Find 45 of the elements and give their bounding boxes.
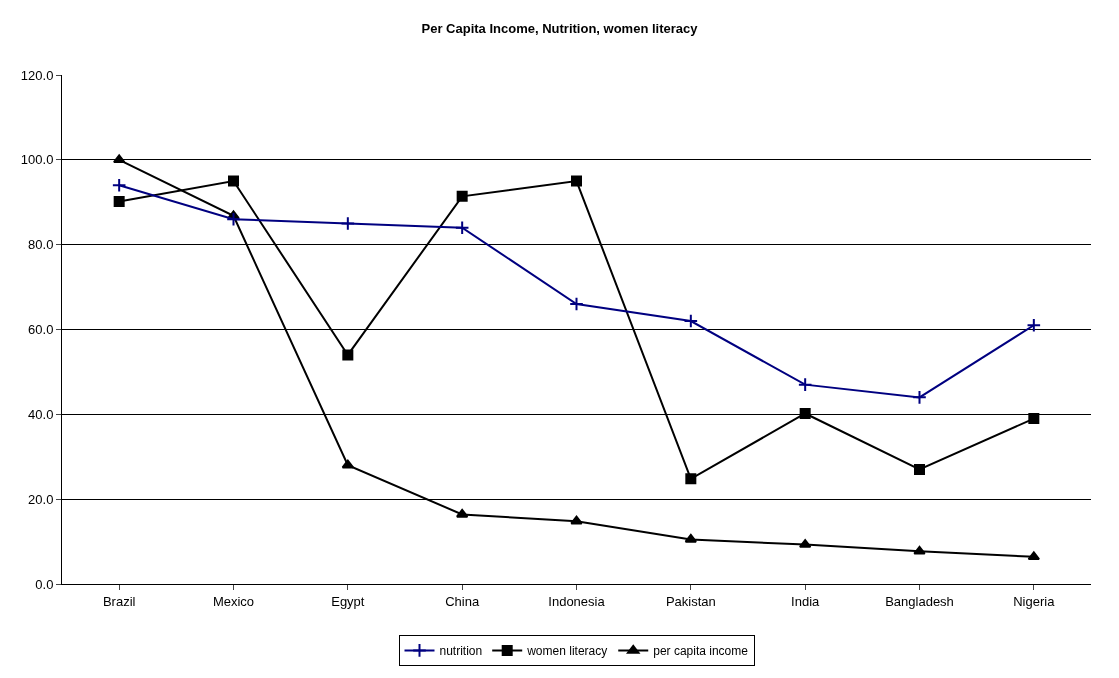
point xyxy=(685,473,697,485)
point xyxy=(226,211,241,227)
point xyxy=(1028,413,1040,425)
y-tick-label: 0.0 xyxy=(35,576,54,592)
legend-label: per capita income xyxy=(653,644,749,659)
legend-label: nutrition xyxy=(439,644,483,659)
y-tick-label: 120.0 xyxy=(20,67,54,83)
point xyxy=(228,175,239,187)
point xyxy=(914,463,925,475)
point xyxy=(797,377,813,392)
point xyxy=(683,313,699,329)
point xyxy=(455,508,469,518)
point xyxy=(342,349,354,361)
x-tick-label: Egypt xyxy=(331,593,365,609)
legend-label: women literacy xyxy=(526,644,608,659)
x-tick-label: Nigeria xyxy=(1013,593,1056,609)
chart-title: Per Capita Income, Nutrition, women literacy xyxy=(421,20,699,36)
x-tick-label: China xyxy=(445,593,480,609)
x-tick-label: Pakistan xyxy=(665,593,716,609)
x-tick-label: Bangladesh xyxy=(885,593,954,609)
y-tick-label: 100.0 xyxy=(20,152,54,168)
x-tick-label: Indonesia xyxy=(548,593,606,609)
point xyxy=(1027,551,1041,561)
y-tick-label: 40.0 xyxy=(28,406,54,422)
point xyxy=(569,296,584,312)
point xyxy=(456,190,468,202)
point xyxy=(570,515,583,525)
point xyxy=(113,195,125,207)
x-tick-label: Mexico xyxy=(212,593,255,609)
y-tick-label: 20.0 xyxy=(28,491,54,507)
y-tick-label: 80.0 xyxy=(28,237,54,253)
point xyxy=(340,216,356,231)
point xyxy=(111,177,127,193)
point xyxy=(912,390,927,405)
point xyxy=(913,545,926,555)
point xyxy=(341,459,355,469)
point xyxy=(454,220,470,235)
point xyxy=(799,407,811,419)
point xyxy=(1026,317,1042,333)
y-tick-label: 60.0 xyxy=(28,322,54,338)
point xyxy=(571,175,582,187)
x-tick-label: Brazil xyxy=(102,593,136,609)
point xyxy=(112,154,126,164)
x-tick-label: India xyxy=(791,593,821,609)
point xyxy=(684,533,698,543)
